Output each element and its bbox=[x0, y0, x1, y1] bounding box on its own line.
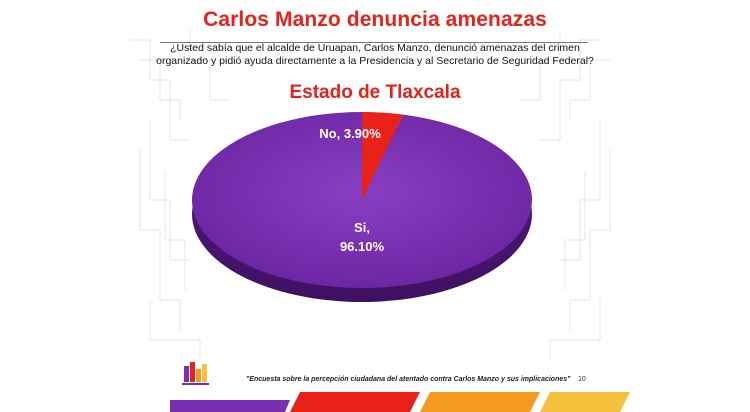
pie-slice-no bbox=[362, 112, 404, 200]
title-divider bbox=[160, 42, 588, 43]
page-number: 10 bbox=[578, 376, 586, 383]
survey-question: ¿Usted sabía que el alcalde de Uruapan, … bbox=[156, 42, 594, 67]
slice-label-si: Si, bbox=[354, 220, 370, 235]
slide-title: Carlos Manzo denuncia amenazas bbox=[203, 8, 547, 31]
state-subtitle: Estado de Tlaxcala bbox=[289, 82, 461, 103]
slice-label-no: No, 3.90% bbox=[319, 126, 381, 141]
slice-label-si-value: 96.10% bbox=[340, 239, 385, 254]
footer-bar bbox=[170, 392, 630, 412]
footer-survey-title: "Encuesta sobre la percepción ciudadana … bbox=[246, 376, 571, 383]
pie-slice-si bbox=[191, 112, 532, 288]
company-logo bbox=[182, 362, 209, 385]
